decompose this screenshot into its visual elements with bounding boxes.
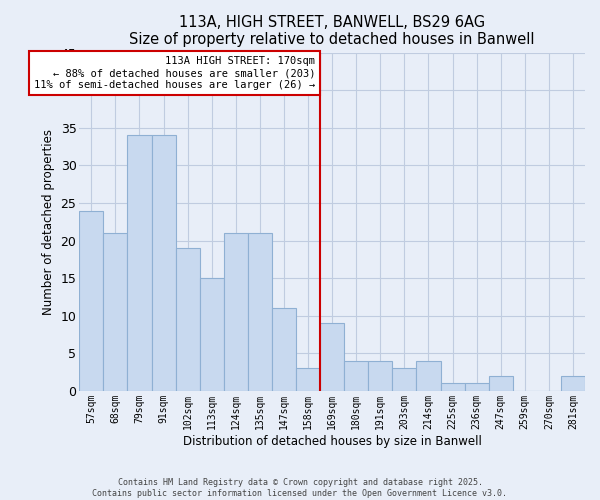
Text: 113A HIGH STREET: 170sqm
← 88% of detached houses are smaller (203)
11% of semi-: 113A HIGH STREET: 170sqm ← 88% of detach…: [34, 56, 315, 90]
Y-axis label: Number of detached properties: Number of detached properties: [42, 129, 55, 315]
Bar: [561, 376, 585, 391]
Bar: [151, 136, 176, 391]
Bar: [344, 361, 368, 391]
Bar: [176, 248, 200, 391]
Bar: [127, 136, 151, 391]
Bar: [440, 384, 464, 391]
X-axis label: Distribution of detached houses by size in Banwell: Distribution of detached houses by size …: [182, 434, 482, 448]
Bar: [488, 376, 513, 391]
Bar: [224, 233, 248, 391]
Bar: [79, 210, 103, 391]
Bar: [320, 324, 344, 391]
Bar: [272, 308, 296, 391]
Bar: [464, 384, 488, 391]
Text: Contains HM Land Registry data © Crown copyright and database right 2025.
Contai: Contains HM Land Registry data © Crown c…: [92, 478, 508, 498]
Title: 113A, HIGH STREET, BANWELL, BS29 6AG
Size of property relative to detached house: 113A, HIGH STREET, BANWELL, BS29 6AG Siz…: [130, 15, 535, 48]
Bar: [296, 368, 320, 391]
Bar: [248, 233, 272, 391]
Bar: [416, 361, 440, 391]
Bar: [368, 361, 392, 391]
Bar: [200, 278, 224, 391]
Bar: [103, 233, 127, 391]
Bar: [392, 368, 416, 391]
